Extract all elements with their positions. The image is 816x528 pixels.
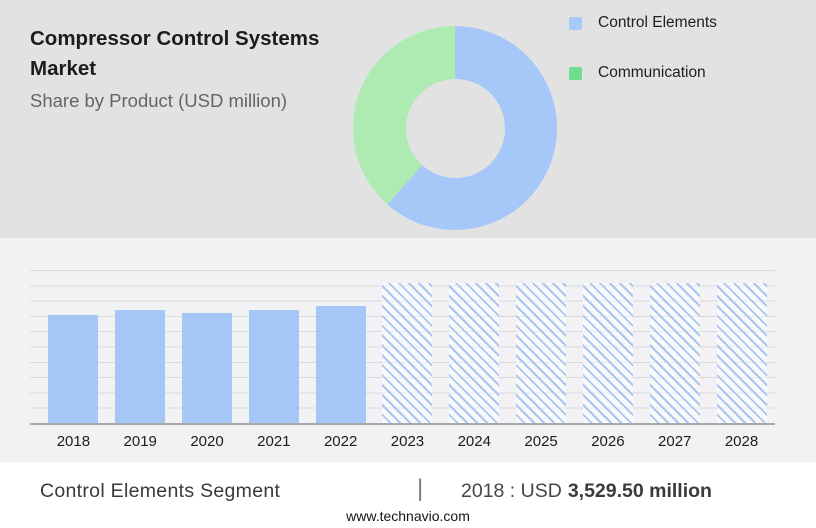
axis-label-2027: 2027 bbox=[658, 433, 692, 450]
legend-item-communication: Communication bbox=[569, 62, 717, 84]
axis-label-2028: 2028 bbox=[724, 433, 759, 450]
bar-column: 2022 bbox=[307, 270, 374, 450]
bar-column: 2021 bbox=[240, 270, 307, 450]
bar-column: 2026 bbox=[575, 270, 642, 450]
donut-hole bbox=[405, 78, 505, 178]
bar-column: 2018 bbox=[40, 270, 107, 450]
bar-2019 bbox=[115, 310, 166, 423]
axis-label-2026: 2026 bbox=[591, 433, 625, 450]
footer-divider: | bbox=[417, 475, 424, 502]
value-amount: 3,529.50 million bbox=[567, 480, 712, 502]
axis-label-2019: 2019 bbox=[123, 433, 157, 450]
bar-2021 bbox=[248, 310, 299, 423]
donut-chart bbox=[353, 26, 557, 230]
axis-label-2021: 2021 bbox=[257, 433, 291, 450]
header-section: Compressor Control Systems Market Share … bbox=[0, 0, 816, 238]
axis-label-2025: 2025 bbox=[524, 433, 558, 450]
bar-chart-section: 2018 2019 2020 2021 2022 2023 2024 2025 2026 2027… bbox=[0, 238, 816, 462]
legend-label: Control Elements bbox=[598, 14, 717, 31]
value-prefix: 2018 : USD bbox=[461, 480, 562, 502]
bar-column: 2019 bbox=[107, 270, 174, 450]
donut-legend: Control Elements Communication bbox=[569, 12, 717, 112]
axis-label-2023: 2023 bbox=[390, 433, 425, 450]
legend-swatch-green-icon bbox=[569, 66, 582, 80]
bar-2018 bbox=[48, 315, 99, 423]
bar-column: 2025 bbox=[508, 270, 575, 450]
axis-label-2018: 2018 bbox=[56, 433, 91, 450]
website-url: www.technavio.com bbox=[346, 508, 470, 524]
bar-2025 bbox=[516, 283, 567, 423]
segment-label: Control Elements Segment bbox=[40, 480, 281, 502]
bar-2022 bbox=[315, 306, 366, 423]
bar-chart-plot: 2018 2019 2020 2021 2022 2023 2024 2025 2026 2027… bbox=[30, 270, 775, 450]
bar-column: 2027 bbox=[641, 270, 708, 450]
bar-2027 bbox=[649, 283, 700, 423]
bar-column: 2028 bbox=[708, 270, 775, 450]
bar-2024 bbox=[449, 283, 500, 423]
bar-2028 bbox=[716, 283, 767, 423]
title-block: Compressor Control Systems Market Share … bbox=[30, 24, 360, 114]
legend-item-control-elements: Control Elements bbox=[569, 12, 717, 34]
axis-label-2022: 2022 bbox=[323, 433, 358, 450]
legend-swatch-blue-icon bbox=[569, 16, 582, 30]
axis-label-2020: 2020 bbox=[190, 433, 224, 450]
bar-2020 bbox=[182, 313, 233, 423]
bar-2026 bbox=[582, 283, 633, 423]
bar-column: 2020 bbox=[174, 270, 241, 450]
bar-column: 2024 bbox=[441, 270, 508, 450]
page-title: Compressor Control Systems Market bbox=[30, 27, 320, 80]
legend-label: Communication bbox=[598, 64, 706, 81]
axis-label-2024: 2024 bbox=[457, 433, 491, 450]
bar-2023 bbox=[382, 283, 433, 423]
footer-section: Control Elements Segment | 2018 : USD 3,5… bbox=[0, 462, 816, 528]
bars: 2018 2019 2020 2021 2022 2023 2024 2025 2026 2027… bbox=[40, 270, 775, 450]
bar-column: 2023 bbox=[374, 270, 441, 450]
page-subtitle: Share by Product (USD million) bbox=[30, 90, 288, 111]
segment-value: 2018 : USD 3,529.50 million bbox=[461, 480, 712, 503]
